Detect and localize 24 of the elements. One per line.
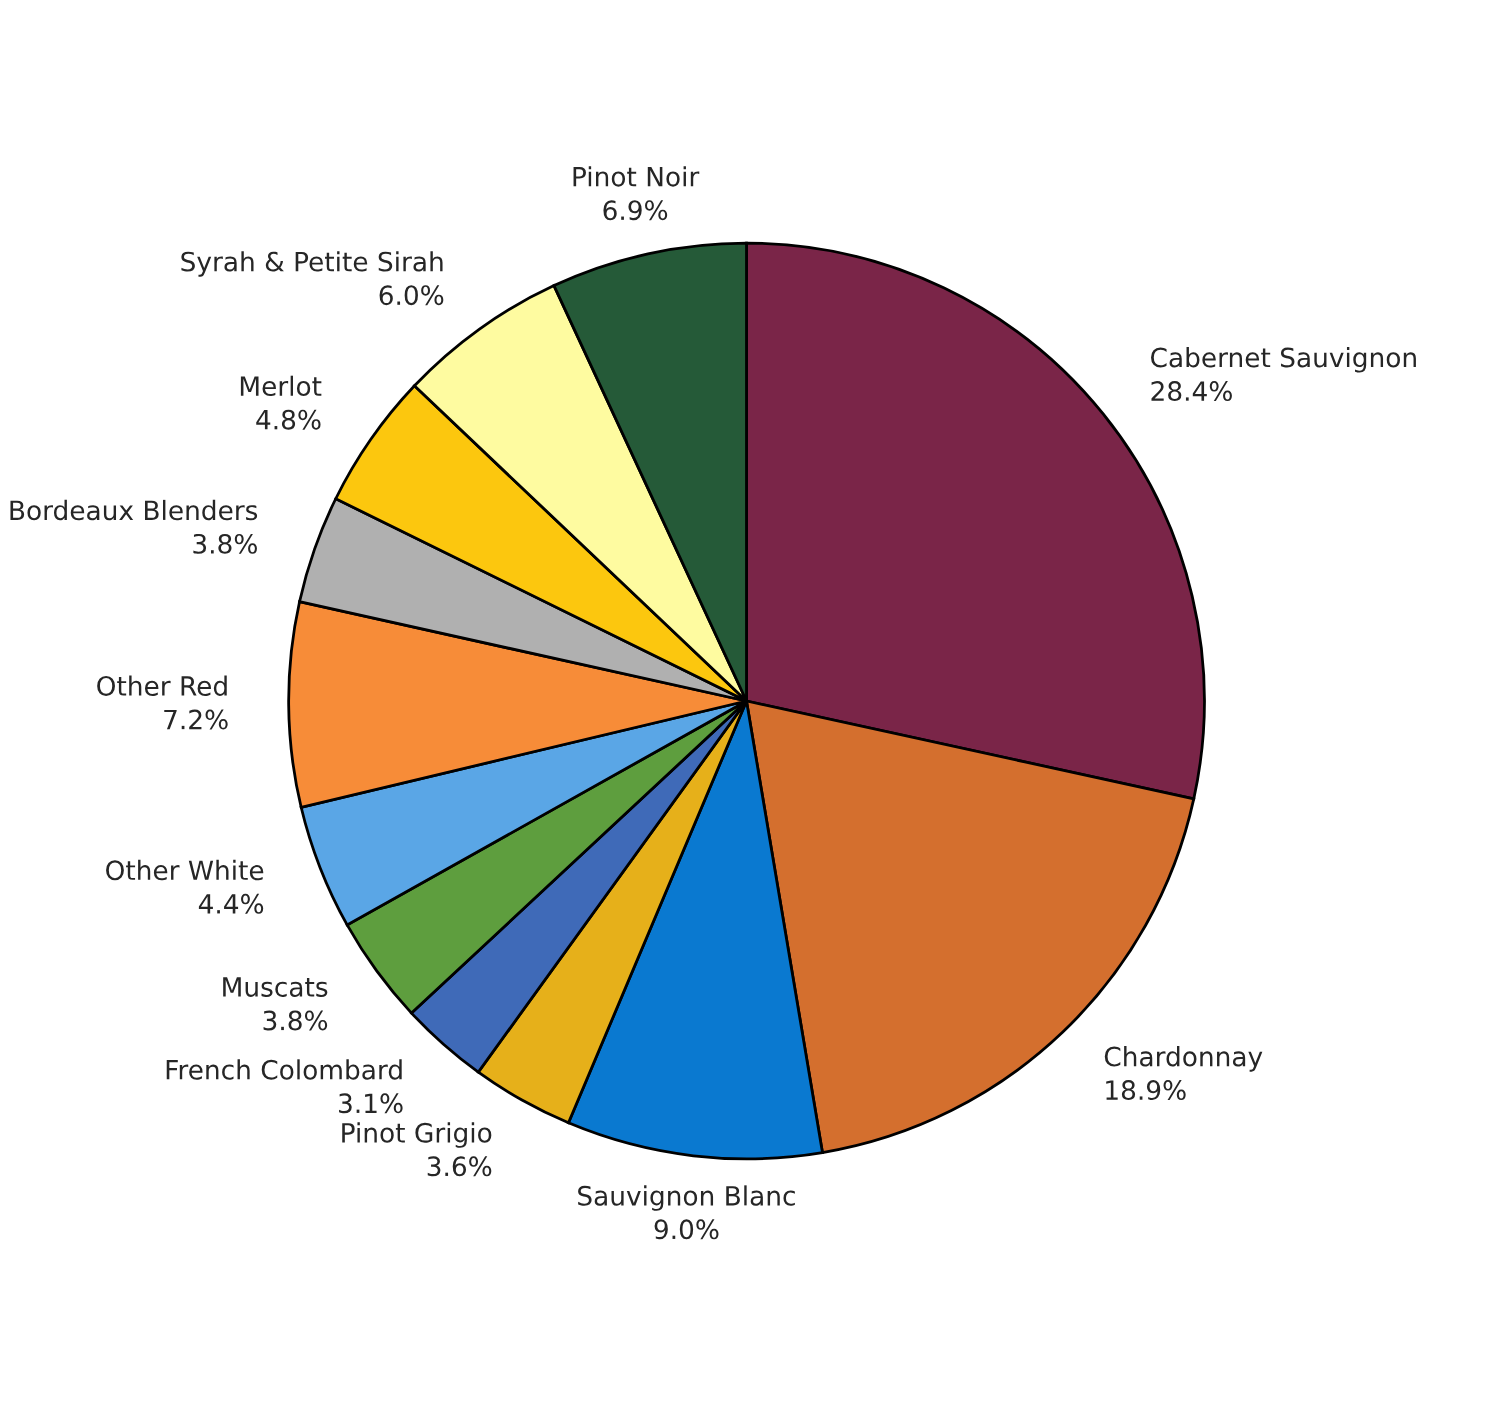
- data-label: 3.6%: [427, 1156, 492, 1177]
- slice-label: Merlot: [240, 375, 322, 397]
- data-label: 28.4%: [1151, 381, 1232, 402]
- data-label: 4.8%: [256, 409, 321, 430]
- data-label: 3.8%: [263, 1010, 328, 1031]
- data-label: 9.0%: [654, 1219, 719, 1240]
- slice-label: Cabernet Sauvignon: [1151, 347, 1416, 373]
- data-label: 3.1%: [339, 1093, 403, 1114]
- slice-label: Pinot Noir: [573, 166, 700, 187]
- data-label: 6.0%: [379, 285, 444, 306]
- slice-label: Sauvignon Blanc: [578, 1185, 795, 1211]
- data-label: 7.2%: [164, 709, 228, 730]
- slice-label: Chardonnay: [1104, 1046, 1263, 1072]
- data-label: 3.8%: [193, 533, 257, 554]
- slice-label: Bordeaux Blenders: [10, 499, 258, 521]
- data-label: 6.9%: [603, 200, 668, 221]
- data-label: 18.9%: [1106, 1080, 1186, 1101]
- slice-label: Other White: [106, 859, 264, 881]
- slice-label: Pinot Grigio: [342, 1122, 492, 1148]
- slice-label: Other Red: [97, 675, 227, 696]
- slice-label: Syrah & Petite Sirah: [181, 251, 443, 277]
- data-label: 4.4%: [198, 893, 264, 914]
- slice-label: French Colombard: [166, 1059, 402, 1080]
- slice-label: Muscats: [223, 977, 328, 997]
